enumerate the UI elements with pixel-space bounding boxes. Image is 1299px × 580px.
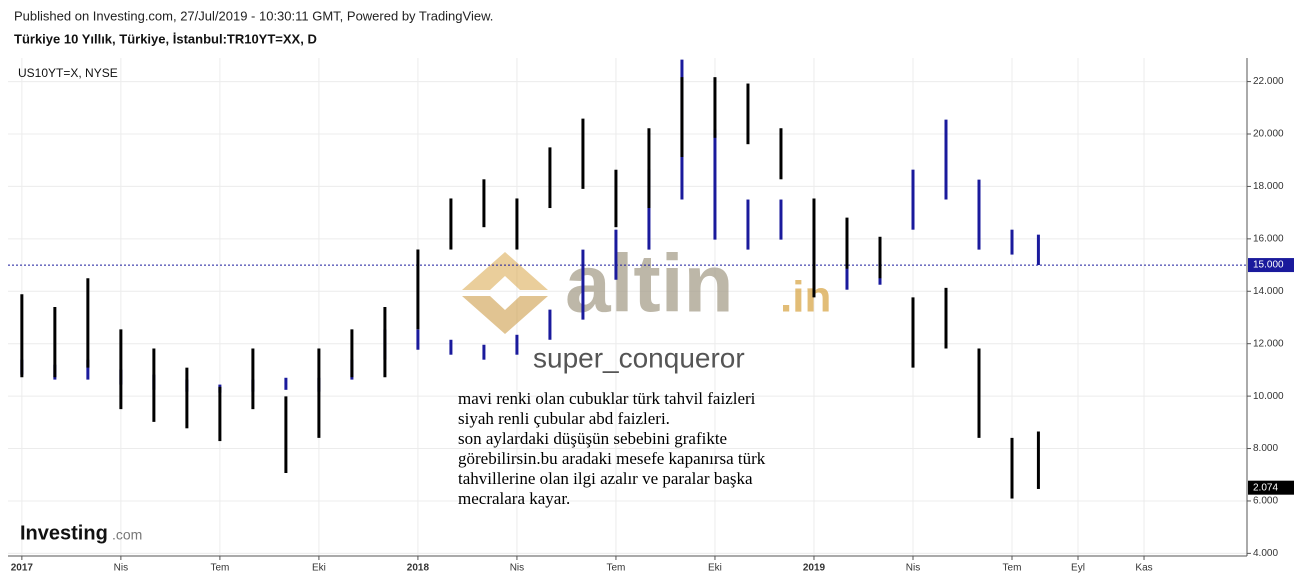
x-tick-label: Tem bbox=[210, 563, 229, 574]
x-tick-label: Eki bbox=[312, 563, 326, 574]
y-tick-label: 12.000 bbox=[1253, 338, 1284, 349]
x-tick-label: 2019 bbox=[803, 563, 826, 574]
x-tick-label: Eki bbox=[708, 563, 722, 574]
y-tick-label: 20.000 bbox=[1253, 129, 1284, 140]
legend-entry: US10YT=X, NYSE bbox=[18, 66, 118, 80]
logo-suffix: .com bbox=[112, 527, 142, 543]
watermark-user: super_conqueror bbox=[533, 342, 745, 373]
watermark-logo bbox=[462, 252, 548, 334]
annotation: mavi renki olan cubuklar türk tahvil fai… bbox=[458, 389, 766, 508]
y-tick-label: 16.000 bbox=[1253, 233, 1284, 244]
last-price-box bbox=[1248, 258, 1294, 273]
x-tick-label: Nis bbox=[510, 563, 524, 574]
watermark-brand: altin bbox=[565, 239, 734, 330]
watermark-suffix: .in bbox=[780, 273, 831, 322]
y-tick-label: 6.000 bbox=[1253, 496, 1278, 507]
last-price-label: 15.000 bbox=[1253, 260, 1284, 271]
last-price-box bbox=[1248, 480, 1294, 495]
x-tick-label: 2018 bbox=[407, 563, 430, 574]
y-tick-label: 4.000 bbox=[1253, 548, 1278, 559]
last-price-label: 2.074 bbox=[1253, 482, 1278, 493]
x-tick-label: Tem bbox=[606, 563, 625, 574]
annotation-line: görebilirsin.bu aradaki mesefe kapanırsa… bbox=[458, 449, 766, 468]
y-tick-label: 14.000 bbox=[1253, 286, 1284, 297]
x-tick-label: Eyl bbox=[1071, 563, 1085, 574]
annotation-line: siyah renli çubular abd faizleri. bbox=[458, 409, 670, 428]
x-tick-label: Tem bbox=[1003, 563, 1022, 574]
x-tick-label: Nis bbox=[114, 563, 128, 574]
logo-name: Investing bbox=[20, 522, 108, 544]
annotation-line: tahvillerine olan ilgi azalır ve paralar… bbox=[458, 469, 753, 488]
x-tick-label: Kas bbox=[1135, 563, 1152, 574]
y-tick-label: 22.000 bbox=[1253, 76, 1284, 87]
y-tick-label: 10.000 bbox=[1253, 391, 1284, 402]
annotation-line: mecralara kayar. bbox=[458, 489, 570, 508]
x-tick-label: 2017 bbox=[11, 563, 34, 574]
x-tick-label: Nis bbox=[906, 563, 920, 574]
chart-title: Türkiye 10 Yıllık, Türkiye, İstanbul:TR1… bbox=[14, 31, 317, 46]
grid bbox=[8, 58, 1247, 556]
y-tick-label: 18.000 bbox=[1253, 181, 1284, 192]
annotation-line: son aylardaki düşüşün sebebini grafikte bbox=[458, 429, 727, 448]
y-tick-label: 8.000 bbox=[1253, 443, 1278, 454]
published: Published on Investing.com, 27/Jul/2019 … bbox=[14, 8, 493, 23]
annotation-line: mavi renki olan cubuklar türk tahvil fai… bbox=[458, 389, 756, 408]
